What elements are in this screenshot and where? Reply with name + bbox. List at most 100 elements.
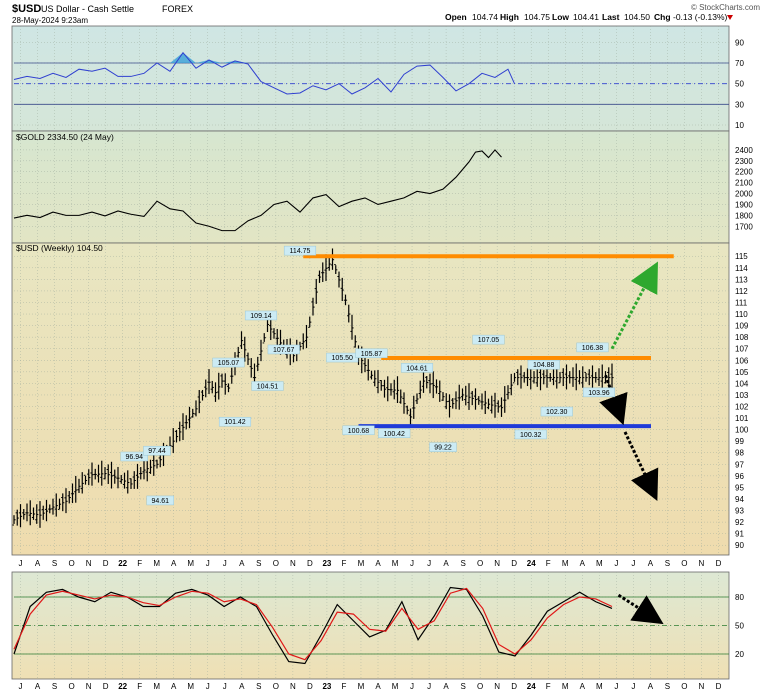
x-tick-label: M: [596, 559, 603, 568]
gold-tick-label: 2000: [735, 190, 753, 199]
price-tick-label: 97: [735, 460, 744, 469]
x-tick-label: A: [171, 559, 177, 568]
x-tick-label: M: [187, 559, 194, 568]
x-tick-label: N: [494, 559, 500, 568]
brand: © StockCharts.com: [691, 3, 760, 12]
price-annotation-box: [146, 495, 174, 506]
x-tick-label: D: [103, 559, 109, 568]
x-tick-label: J: [19, 559, 23, 568]
price-tick-label: 105: [735, 368, 749, 377]
gold-panel: [11, 130, 730, 244]
x-tick-label: F: [342, 559, 347, 568]
x-tick-label: 22: [118, 682, 127, 691]
x-tick-label: M: [562, 682, 569, 691]
x-tick-label: S: [52, 682, 57, 691]
price-annotation-box: [540, 406, 573, 417]
high-value: 104.75: [524, 12, 550, 22]
chart-header: $USD US Dollar - Cash Settle FOREX © Sto…: [12, 3, 760, 25]
price-annotation-box: [267, 344, 300, 355]
x-tick-label: A: [35, 682, 41, 691]
price-annotation-box: [576, 342, 609, 353]
x-tick-label: J: [410, 682, 414, 691]
low-value: 104.41: [573, 12, 599, 22]
rsi-line: [13, 51, 515, 95]
price-annotation-label: 104.88: [533, 362, 555, 369]
x-tick-label: O: [68, 559, 74, 568]
x-tick-label: S: [665, 559, 670, 568]
price-tick-label: 109: [735, 322, 749, 331]
x-tick-label: A: [580, 559, 586, 568]
x-tick-label: A: [375, 682, 381, 691]
price-tick-label: 110: [735, 310, 748, 319]
price-tick-label: 106: [735, 356, 749, 365]
price-tick-label: 91: [735, 530, 744, 539]
price-annotation-label: 100.68: [348, 428, 370, 435]
x-tick-label: N: [86, 682, 92, 691]
x-tick-label: N: [290, 559, 296, 568]
price-annotation-box: [429, 442, 457, 452]
x-tick-label: J: [410, 559, 414, 568]
price-annotation-box: [342, 425, 375, 436]
price-tick-label: 112: [735, 287, 748, 296]
x-tick-label: A: [648, 559, 654, 568]
rsi-panel: [11, 25, 730, 132]
gold-tick-label: 2400: [735, 146, 753, 155]
chg-value: -0.13 (-0.13%): [673, 12, 727, 22]
price-annotation-label: 107.05: [478, 337, 500, 344]
last-label: Last: [602, 12, 620, 22]
x-tick-label: J: [427, 559, 431, 568]
x-tick-label: A: [443, 559, 449, 568]
bullish-arrow: [610, 261, 658, 350]
price-annotation-label: 104.61: [406, 365, 428, 372]
price-annotation-label: 99.22: [434, 445, 452, 452]
x-tick-label: F: [546, 682, 551, 691]
x-tick-label: J: [631, 559, 635, 568]
price-legend-text: $USD (Weekly) 104.50: [16, 243, 103, 253]
low-label: Low: [552, 12, 569, 22]
price-tick-label: 99: [735, 437, 744, 446]
gold-tick-label: 2300: [735, 157, 753, 166]
instrument-name: US Dollar - Cash Settle: [41, 4, 134, 14]
rsi-tick-label: 70: [735, 59, 744, 68]
rsi-tick-label: 50: [735, 80, 744, 89]
x-tick-label: S: [52, 559, 57, 568]
gold-tick-label: 1700: [735, 222, 753, 231]
x-tick-label: O: [273, 559, 279, 568]
price-annotation-box: [514, 429, 547, 440]
gridlines: [14, 26, 729, 679]
price-series: 96.94 97.44 94.61 105.07 101.42 109.14 104.51 1…: [12, 245, 674, 528]
price-annotation-label: 94.61: [151, 498, 169, 505]
x-tick-label: 24: [527, 682, 536, 691]
x-tick-label: S: [460, 682, 465, 691]
price-annotation-label: 107.67: [273, 347, 295, 354]
x-tick-label: S: [665, 682, 670, 691]
price-annotation-label: 105.07: [218, 360, 240, 367]
stoch-tick-label: 80: [735, 593, 744, 602]
price-annotation-box: [355, 348, 388, 359]
rsi-tick-label: 90: [735, 38, 744, 47]
x-tick-label: O: [681, 682, 687, 691]
price-tick-label: 90: [735, 541, 744, 550]
price-annotation-label: 105.50: [332, 355, 354, 362]
x-tick-label: A: [375, 559, 381, 568]
price-tick-label: 93: [735, 507, 744, 516]
price-annotation-box: [244, 310, 278, 321]
down-triangle-icon: [727, 15, 733, 20]
x-tick-label: 23: [322, 682, 331, 691]
x-tick-label: J: [206, 682, 210, 691]
axes: J J A A S S O O N N D D 22 22 F F M M A A M M J J J J A A S S O O N N D D 23…: [19, 38, 754, 691]
x-tick-label: D: [716, 559, 722, 568]
price-annotation-label: 101.42: [224, 419, 246, 426]
x-tick-label: F: [137, 682, 142, 691]
x-tick-label: M: [392, 559, 399, 568]
x-tick-label: M: [392, 682, 399, 691]
price-annotation-box: [472, 334, 505, 345]
stoch-down-arrow: [617, 593, 664, 625]
rsi-tick-label: 30: [735, 100, 744, 109]
price-annotation-box: [212, 357, 245, 368]
x-tick-label: A: [239, 682, 245, 691]
gold-series: [13, 149, 502, 232]
x-tick-label: M: [562, 559, 569, 568]
price-annotation-label: 100.42: [384, 431, 406, 438]
